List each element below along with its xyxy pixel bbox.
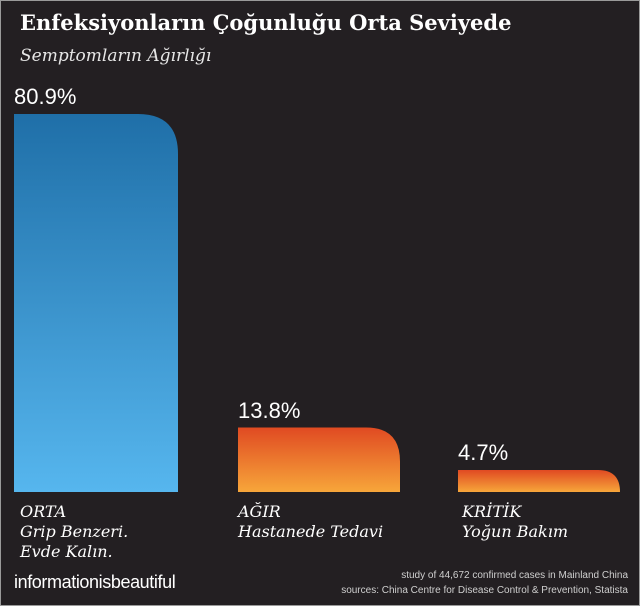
category-name-orta: ORTA: [20, 502, 67, 521]
chart-title: Enfeksiyonların Çoğunluğu Orta Seviyede: [20, 10, 512, 35]
category-desc-agir-1: Hastanede Tedavi: [238, 522, 384, 541]
bar-agir: [238, 427, 400, 492]
category-label-kritik: KRİTİK Yoğun Bakım: [462, 502, 568, 542]
value-label-agir: 13.8%: [238, 397, 301, 423]
bar-kritik: [458, 470, 620, 492]
source-study: study of 44,672 confirmed cases in Mainl…: [401, 570, 628, 581]
category-desc-orta-2: Evde Kalın.: [20, 542, 113, 561]
source-credits: sources: China Centre for Disease Contro…: [341, 585, 628, 596]
category-name-agir: AĞIR: [238, 502, 281, 521]
value-label-orta: 80.9%: [14, 84, 77, 109]
category-label-agir: AĞIR Hastanede Tedavi: [238, 502, 383, 542]
value-label-kritik: 4.7%: [458, 440, 509, 466]
source-note: study of 44,672 confirmed cases in Mainl…: [341, 568, 628, 598]
bar-orta: [14, 114, 178, 492]
category-desc-kritik-1: Yoğun Bakım: [462, 522, 569, 541]
chart-subtitle: Semptomların Ağırlığı: [20, 46, 212, 66]
category-desc-orta-1: Grip Benzeri.: [20, 522, 129, 541]
category-label-orta: ORTA Grip Benzeri. Evde Kalın.: [20, 502, 128, 562]
brand-logo: informationisbeautiful: [14, 572, 176, 592]
category-name-kritik: KRİTİK: [462, 502, 522, 521]
